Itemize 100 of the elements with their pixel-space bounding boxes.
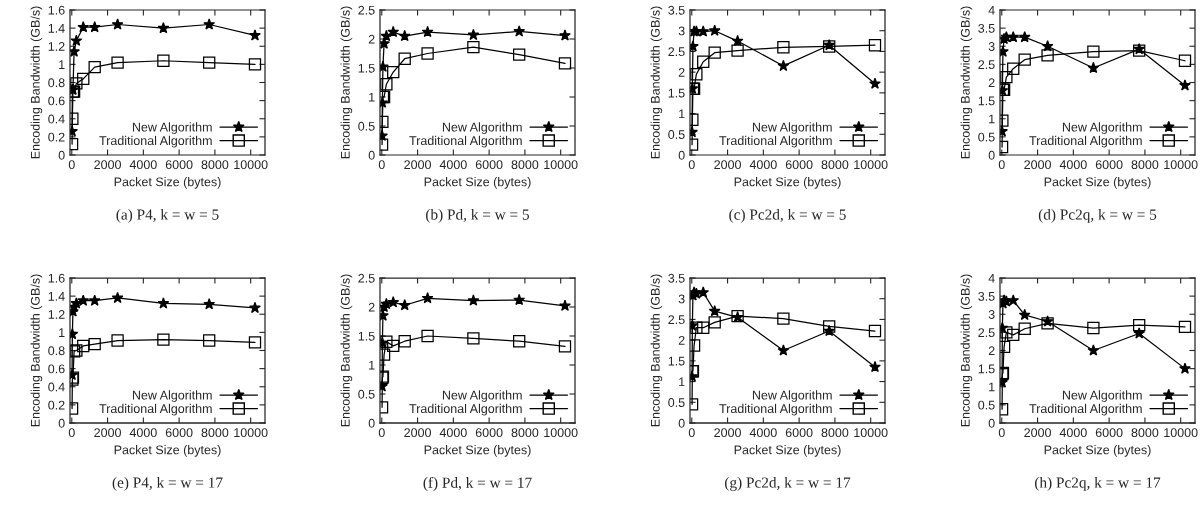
x-tick-label: 4000 — [439, 428, 467, 438]
y-tick-label: 3 — [678, 294, 685, 304]
x-tick-label: 0 — [68, 160, 75, 170]
y-axis-title: Encoding Bandwidth (GB/s) — [650, 274, 663, 427]
x-tick-label: 0 — [68, 428, 75, 438]
x-tick-label: 8000 — [821, 160, 849, 170]
y-axis-title: Encoding Bandwidth (GB/s) — [960, 6, 973, 159]
x-tick-label: 0 — [378, 160, 385, 170]
text: (g) Pc2d, k = w = 17 — [725, 476, 851, 491]
y-tick-label: 2 — [678, 67, 685, 77]
y-tick-label: 2.5 — [358, 5, 375, 15]
y-tick-label: 1.5 — [358, 63, 375, 73]
x-tick-label: 8000 — [511, 428, 539, 438]
y-tick-label: 1 — [369, 360, 375, 370]
y-tick-label: 2.5 — [668, 47, 685, 57]
x-tick-label: 4000 — [129, 160, 157, 170]
x-tick-label: 8000 — [1131, 160, 1159, 170]
text: (d) Pc2q, k = w = 5 — [1038, 208, 1157, 223]
y-tick-label: 0 — [988, 150, 995, 160]
y-tick-label: 2 — [988, 78, 995, 88]
text: (c) Pc2d, k = w = 5 — [729, 208, 846, 223]
x-axis-title: Packet Size (bytes) — [114, 445, 221, 457]
y-axis-title: Encoding Bandwidth (GB/s) — [30, 6, 43, 159]
legend-label: New Algorithm — [752, 390, 832, 402]
y-tick-label: 2 — [678, 335, 685, 345]
y-tick-label: 1 — [989, 114, 995, 124]
y-tick-label: 2.5 — [978, 328, 995, 338]
y-tick-label: 2.5 — [358, 273, 375, 283]
y-tick-label: 0 — [368, 150, 375, 160]
y-tick-label: 2.5 — [978, 60, 995, 70]
y-axis-title: Encoding Bandwidth (GB/s) — [960, 274, 973, 427]
x-tick-label: 4000 — [129, 428, 157, 438]
y-tick-label: 1 — [59, 328, 65, 337]
x-tick-label: 10000 — [1164, 160, 1198, 170]
y-tick-label: 1.5 — [358, 331, 375, 341]
y-tick-label: 0.4 — [48, 382, 65, 392]
y-tick-label: 1.5 — [668, 356, 685, 366]
y-tick-label: 2 — [368, 34, 375, 44]
y-tick-label: 1.5 — [978, 364, 995, 374]
x-axis-title: Packet Size (bytes) — [424, 177, 531, 189]
y-tick-label: 0 — [678, 150, 685, 160]
y-tick-label: 1 — [59, 60, 65, 69]
x-tick-label: 6000 — [785, 428, 813, 438]
x-tick-label: 10000 — [234, 428, 268, 438]
x-axis-title: Packet Size (bytes) — [114, 177, 221, 189]
x-tick-label: 6000 — [475, 160, 503, 170]
legend-label: Traditional Algorithm — [719, 403, 832, 416]
y-tick-label: 0.5 — [358, 121, 375, 131]
x-tick-label: 0 — [998, 428, 1005, 438]
x-tick-label: 0 — [688, 160, 695, 170]
x-tick-label: 8000 — [201, 428, 229, 438]
y-tick-label: 4 — [988, 5, 995, 15]
x-tick-label: 6000 — [1095, 160, 1123, 170]
legend-label: Traditional Algorithm — [719, 135, 832, 148]
y-tick-label: 0.6 — [48, 96, 65, 106]
y-tick-label: 0.4 — [48, 114, 65, 124]
x-tick-label: 6000 — [165, 428, 193, 438]
x-tick-label: 6000 — [785, 160, 813, 170]
x-tick-label: 2000 — [714, 160, 741, 170]
x-tick-label: 0 — [998, 160, 1005, 170]
x-tick-label: 2000 — [94, 428, 121, 438]
y-tick-label: 0.5 — [668, 130, 685, 139]
y-tick-label: 0.5 — [358, 389, 375, 399]
legend-label: Traditional Algorithm — [1029, 403, 1142, 416]
y-axis-title: Encoding Bandwidth (GB/s) — [340, 274, 353, 427]
legend-label: Traditional Algorithm — [409, 135, 522, 148]
x-axis-title: Packet Size (bytes) — [734, 445, 841, 457]
y-tick-label: 3.5 — [978, 23, 995, 33]
y-tick-label: 1.4 — [48, 24, 65, 33]
x-tick-label: 4000 — [749, 160, 777, 170]
y-tick-label: 1.6 — [48, 5, 65, 15]
legend-label: Traditional Algorithm — [99, 403, 212, 416]
y-tick-label: 3.5 — [978, 291, 995, 301]
x-axis-title: Packet Size (bytes) — [424, 445, 531, 457]
legend-label: Traditional Algorithm — [1029, 135, 1142, 148]
y-tick-label: 1.5 — [978, 96, 995, 106]
y-tick-label: 3 — [678, 26, 685, 36]
y-tick-label: 3.5 — [668, 5, 685, 15]
y-axis-title: Encoding Bandwidth (GB/s) — [340, 6, 353, 159]
legend-label: New Algorithm — [1062, 390, 1142, 402]
x-tick-label: 10000 — [544, 428, 578, 438]
y-tick-label: 1 — [989, 382, 995, 392]
legend-label: New Algorithm — [1062, 122, 1142, 134]
y-tick-label: 1.2 — [48, 310, 65, 319]
x-tick-label: 2000 — [714, 428, 741, 438]
y-tick-label: 0.2 — [48, 132, 65, 142]
x-axis-title: Packet Size (bytes) — [1044, 177, 1151, 189]
legend-label: New Algorithm — [442, 122, 522, 134]
x-tick-label: 10000 — [854, 160, 888, 170]
x-tick-label: 6000 — [475, 428, 503, 438]
y-tick-label: 1.2 — [48, 42, 65, 51]
x-tick-label: 8000 — [1131, 428, 1159, 438]
x-tick-label: 10000 — [234, 160, 268, 170]
x-tick-label: 8000 — [511, 160, 539, 170]
x-tick-label: 10000 — [854, 428, 888, 438]
x-tick-label: 0 — [378, 428, 385, 438]
text: (b) Pd, k = w = 5 — [426, 208, 530, 223]
y-tick-label: 1 — [679, 377, 685, 387]
y-tick-label: 0.8 — [48, 78, 65, 88]
y-tick-label: 1.5 — [668, 88, 685, 98]
